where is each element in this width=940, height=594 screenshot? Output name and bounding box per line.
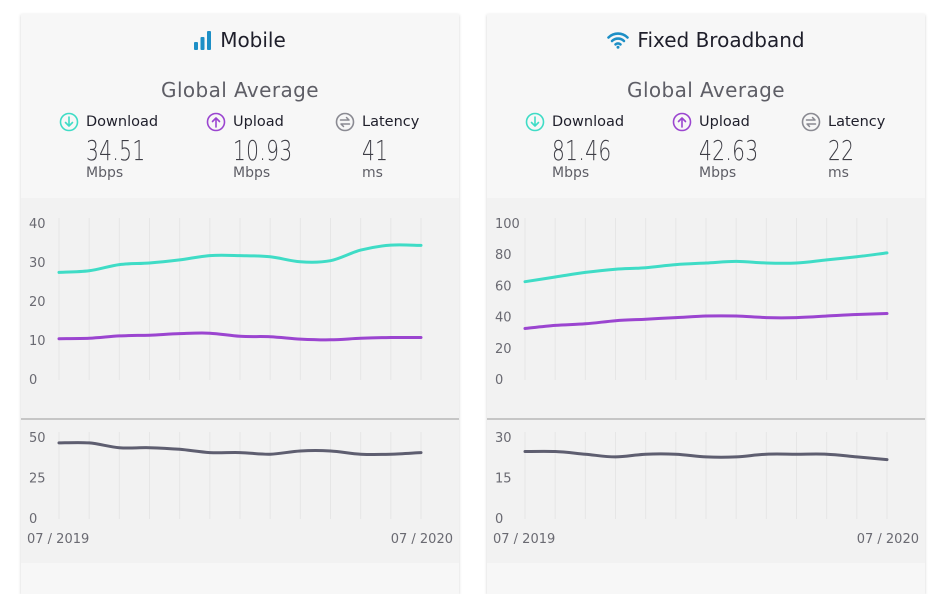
y-tick-label: 30 (29, 256, 46, 271)
fixed-latency-unit: ms (828, 165, 921, 181)
fixed-upload-value: 42.63 (699, 135, 766, 167)
x-tick-label-end: 07 / 2020 (391, 532, 453, 547)
mobile-upload-value: 10.93 (233, 135, 300, 167)
x-tick-label-end: 07 / 2020 (857, 532, 919, 547)
mobile-upload-unit: Mbps (233, 165, 326, 181)
wifi-icon (607, 31, 629, 49)
fixed-download-label-row: Download (525, 112, 645, 132)
latency-arrows-icon (335, 112, 355, 132)
signal-bars-icon (194, 30, 212, 50)
y-tick-label: 15 (495, 472, 512, 487)
y-tick-label: 0 (29, 373, 37, 388)
download-arrow-icon (59, 112, 79, 132)
mobile-download-metric: Download 34.51 Mbps (59, 112, 179, 181)
y-tick-label: 20 (29, 295, 46, 310)
fixed-latency-label-row: Latency (801, 112, 921, 132)
fixed-chart-area: 0 20 40 60 80 100 0 15 30 07 / 2019 07 / 2020 (487, 198, 925, 563)
fixed-card-title-text: Fixed Broadband (637, 28, 804, 52)
y-tick-label: 20 (495, 342, 512, 357)
mobile-chart-area: 0 10 20 30 40 0 25 50 07 / 2019 07 / 2020 (21, 198, 459, 563)
fixed-upload-label-row: Upload (672, 112, 792, 132)
mobile-upload-metric: Upload 10.93 Mbps (206, 112, 326, 181)
y-tick-label: 60 (495, 279, 512, 294)
download-arrow-icon (525, 112, 545, 132)
fixed-upload-label: Upload (699, 114, 750, 130)
fixed-download-unit: Mbps (552, 165, 645, 181)
fixed-download-metric: Download 81.46 Mbps (525, 112, 645, 181)
latency-arrows-icon (801, 112, 821, 132)
y-tick-label: 25 (29, 472, 46, 487)
mobile-upload-label: Upload (233, 114, 284, 130)
mobile-card: Mobile Global Average Download 34.51 Mbp… (21, 14, 459, 594)
mobile-card-title: Mobile (21, 28, 459, 52)
mobile-latency-label: Latency (362, 114, 419, 130)
fixed-broadband-chart: 0 20 40 60 80 100 0 15 30 07 / 2019 07 / 2020 (487, 198, 925, 563)
mobile-latency-value: 41 (362, 135, 429, 167)
y-tick-label: 0 (495, 512, 503, 527)
fixed-latency-value: 22 (828, 135, 895, 167)
fixed-subtitle: Global Average (487, 78, 925, 102)
mobile-download-label-row: Download (59, 112, 179, 132)
fixed-card-header: Fixed Broadband Global Average Download … (487, 14, 925, 198)
y-tick-label: 100 (495, 217, 520, 232)
y-tick-label: 80 (495, 248, 512, 263)
y-tick-label: 10 (29, 334, 46, 349)
x-tick-label-start: 07 / 2019 (27, 532, 89, 547)
y-tick-label: 50 (29, 431, 46, 446)
fixed-latency-label: Latency (828, 114, 885, 130)
y-tick-label: 30 (495, 431, 512, 446)
mobile-latency-label-row: Latency (335, 112, 455, 132)
upload-arrow-icon (206, 112, 226, 132)
x-tick-label-start: 07 / 2019 (493, 532, 555, 547)
y-tick-label: 0 (29, 512, 37, 527)
mobile-subtitle: Global Average (21, 78, 459, 102)
fixed-download-label: Download (552, 114, 624, 130)
fixed-card-title: Fixed Broadband (487, 28, 925, 52)
fixed-upload-unit: Mbps (699, 165, 792, 181)
fixed-download-value: 81.46 (552, 135, 619, 167)
mobile-download-unit: Mbps (86, 165, 179, 181)
mobile-card-header: Mobile Global Average Download 34.51 Mbp… (21, 14, 459, 198)
mobile-download-label: Download (86, 114, 158, 130)
fixed-latency-metric: Latency 22 ms (801, 112, 921, 181)
y-tick-label: 0 (495, 373, 503, 388)
upload-arrow-icon (672, 112, 692, 132)
mobile-download-value: 34.51 (86, 135, 153, 167)
y-tick-label: 40 (495, 311, 512, 326)
fixed-upload-metric: Upload 42.63 Mbps (672, 112, 792, 181)
fixed-broadband-card: Fixed Broadband Global Average Download … (487, 14, 925, 594)
mobile-chart: 0 10 20 30 40 0 25 50 07 / 2019 07 / 2020 (21, 198, 459, 563)
mobile-upload-label-row: Upload (206, 112, 326, 132)
mobile-card-title-text: Mobile (220, 28, 286, 52)
y-tick-label: 40 (29, 217, 46, 232)
mobile-latency-metric: Latency 41 ms (335, 112, 455, 181)
mobile-latency-unit: ms (362, 165, 455, 181)
